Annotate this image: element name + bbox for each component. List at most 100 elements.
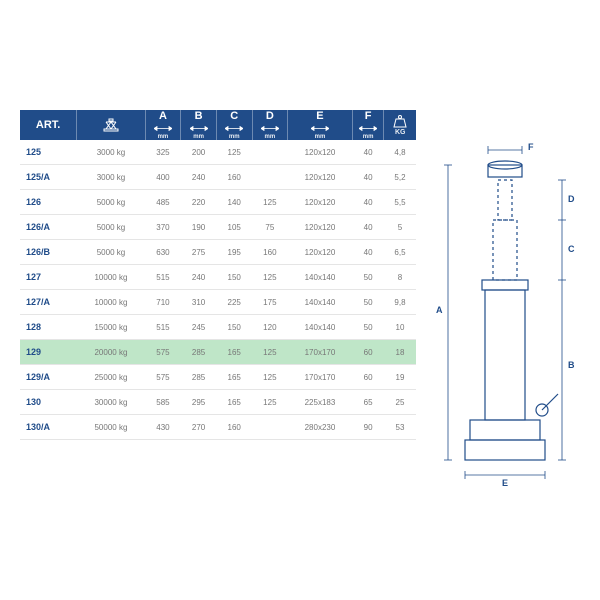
cell-F: 50 (352, 265, 384, 290)
table-row: 12710000 kg515240150125140x140508 (20, 265, 416, 290)
cell-F: 60 (352, 340, 384, 365)
cell-A: 430 (145, 415, 181, 440)
cell-art: 127/A (20, 290, 77, 315)
table-row: 12920000 kg575285165125170x1706018 (20, 340, 416, 365)
cell-C: 150 (216, 315, 252, 340)
cell-C: 165 (216, 340, 252, 365)
cell-C: 125 (216, 140, 252, 165)
cell-art: 129/A (20, 365, 77, 390)
cell-A: 575 (145, 365, 181, 390)
cell-F: 90 (352, 415, 384, 440)
cell-art: 126/B (20, 240, 77, 265)
cell-kg: 25 (384, 390, 416, 415)
col-header-D: Dmm (252, 110, 288, 140)
cell-D: 160 (252, 240, 288, 265)
cell-cap: 3000 kg (77, 165, 145, 190)
arrows-icon (359, 126, 377, 131)
cell-D (252, 415, 288, 440)
dim-label-A: A (436, 305, 443, 315)
spec-table-body: 1253000 kg325200125120x120404,8125/A3000… (20, 140, 416, 440)
table-row: 127/A10000 kg710310225175140x140509,8 (20, 290, 416, 315)
arrows-icon (190, 126, 208, 131)
cell-B: 285 (181, 340, 217, 365)
cell-D (252, 140, 288, 165)
table-row: 125/A3000 kg400240160120x120405,2 (20, 165, 416, 190)
cell-cap: 15000 kg (77, 315, 145, 340)
cell-kg: 5,2 (384, 165, 416, 190)
cell-C: 160 (216, 165, 252, 190)
spec-table-head: ART.AmmBmmCmmDmmEmmFmmKG (20, 110, 416, 140)
table-row: 129/A25000 kg575285165125170x1706019 (20, 365, 416, 390)
cell-D: 125 (252, 365, 288, 390)
jack-icon (103, 118, 119, 132)
jack-diagram-svg (430, 110, 580, 490)
cell-E: 140x140 (288, 265, 353, 290)
dim-label-E: E (502, 478, 508, 488)
table-row: 13030000 kg585295165125225x1836525 (20, 390, 416, 415)
cell-B: 285 (181, 365, 217, 390)
cell-A: 370 (145, 215, 181, 240)
cell-A: 585 (145, 390, 181, 415)
table-row: 12815000 kg515245150120140x1405010 (20, 315, 416, 340)
dim-label-C: C (568, 244, 575, 254)
cell-B: 190 (181, 215, 217, 240)
spec-table: ART.AmmBmmCmmDmmEmmFmmKG 125 3000 kg32520… (20, 110, 416, 440)
cell-cap: 25000 kg (77, 365, 145, 390)
cell-C: 150 (216, 265, 252, 290)
dim-label-F: F (528, 142, 534, 152)
cell-A: 515 (145, 315, 181, 340)
cell-cap: 5000 kg (77, 215, 145, 240)
cell-cap: 5000 kg (77, 190, 145, 215)
cell-E: 170x170 (288, 365, 353, 390)
cell-cap: 50000 kg (77, 415, 145, 440)
cell-D: 125 (252, 340, 288, 365)
cell-art: 126/A (20, 215, 77, 240)
cell-D: 175 (252, 290, 288, 315)
cell-D (252, 165, 288, 190)
col-header-cap (77, 110, 145, 140)
cell-kg: 19 (384, 365, 416, 390)
cell-D: 120 (252, 315, 288, 340)
col-header-E: Emm (288, 110, 353, 140)
cell-kg: 6,5 (384, 240, 416, 265)
dimension-diagram: A B C D F E (430, 110, 580, 490)
cell-B: 240 (181, 165, 217, 190)
cell-kg: 4,8 (384, 140, 416, 165)
table-row: 126/B5000 kg630275195160120x120406,5 (20, 240, 416, 265)
arrows-icon (311, 126, 329, 131)
cell-kg: 18 (384, 340, 416, 365)
cell-kg: 10 (384, 315, 416, 340)
cell-B: 275 (181, 240, 217, 265)
cell-B: 310 (181, 290, 217, 315)
cell-kg: 5 (384, 215, 416, 240)
cell-E: 280x230 (288, 415, 353, 440)
cell-A: 630 (145, 240, 181, 265)
cell-B: 200 (181, 140, 217, 165)
cell-kg: 9,8 (384, 290, 416, 315)
col-header-C: Cmm (216, 110, 252, 140)
cell-B: 220 (181, 190, 217, 215)
dim-label-B: B (568, 360, 575, 370)
cell-A: 325 (145, 140, 181, 165)
arrows-icon (261, 126, 279, 131)
cell-E: 170x170 (288, 340, 353, 365)
cell-C: 105 (216, 215, 252, 240)
cell-D: 75 (252, 215, 288, 240)
col-header-kg: KG (384, 110, 416, 140)
cell-C: 195 (216, 240, 252, 265)
cell-E: 120x120 (288, 165, 353, 190)
table-row: 130/A50000 kg430270160280x2309053 (20, 415, 416, 440)
cell-art: 126 (20, 190, 77, 215)
arrows-icon (154, 126, 172, 131)
cell-A: 515 (145, 265, 181, 290)
table-row: 126/A5000 kg37019010575120x120405 (20, 215, 416, 240)
cell-D: 125 (252, 190, 288, 215)
cell-E: 140x140 (288, 315, 353, 340)
cell-F: 50 (352, 290, 384, 315)
cell-F: 40 (352, 190, 384, 215)
cell-C: 165 (216, 390, 252, 415)
spec-sheet: ART.AmmBmmCmmDmmEmmFmmKG 125 3000 kg32520… (20, 110, 580, 490)
col-header-B: Bmm (181, 110, 217, 140)
cell-F: 40 (352, 240, 384, 265)
cell-kg: 53 (384, 415, 416, 440)
